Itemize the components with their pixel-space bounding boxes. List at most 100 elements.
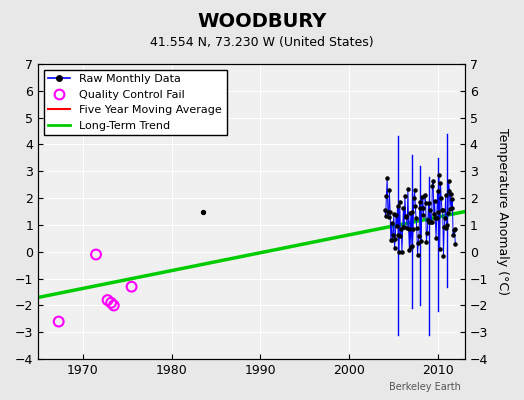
Point: [444, 210, 452, 216]
Point: [427, 219, 435, 225]
Point: [394, 202, 402, 209]
Point: [419, 205, 427, 211]
Point: [415, 233, 423, 239]
Point: [397, 226, 406, 232]
Point: [382, 193, 390, 199]
Point: [388, 237, 397, 243]
Point: [390, 210, 398, 217]
Point: [442, 192, 450, 199]
Point: [445, 188, 454, 194]
Point: [430, 198, 439, 204]
Point: [394, 232, 402, 238]
Point: [406, 210, 414, 216]
Point: [390, 244, 399, 251]
Point: [450, 226, 458, 232]
Point: [429, 178, 437, 184]
Point: [416, 199, 424, 206]
Point: [436, 180, 445, 186]
Point: [387, 237, 395, 243]
Point: [399, 224, 407, 230]
Text: Berkeley Earth: Berkeley Earth: [389, 382, 461, 392]
Point: [422, 238, 431, 245]
Point: [418, 193, 426, 200]
Point: [405, 247, 413, 254]
Point: [381, 207, 389, 214]
Point: [413, 252, 422, 258]
Point: [420, 193, 429, 199]
Point: [410, 187, 419, 193]
Point: [407, 208, 416, 215]
Point: [107, 300, 115, 306]
Point: [449, 232, 457, 238]
Point: [385, 214, 393, 220]
Point: [401, 213, 410, 220]
Point: [392, 222, 401, 229]
Point: [450, 226, 458, 233]
Point: [199, 208, 207, 215]
Point: [110, 302, 118, 309]
Point: [446, 191, 455, 197]
Point: [414, 239, 422, 246]
Point: [439, 252, 447, 259]
Point: [392, 212, 400, 219]
Point: [426, 206, 434, 213]
Point: [385, 187, 394, 193]
Point: [433, 188, 442, 194]
Point: [423, 230, 431, 237]
Point: [381, 212, 390, 219]
Point: [384, 209, 392, 216]
Point: [405, 226, 413, 232]
Point: [395, 248, 403, 255]
Point: [398, 248, 406, 255]
Point: [424, 200, 433, 206]
Point: [400, 224, 408, 230]
Point: [386, 209, 394, 215]
Y-axis label: Temperature Anomaly (°C): Temperature Anomaly (°C): [496, 128, 509, 295]
Point: [428, 183, 436, 189]
Point: [439, 207, 447, 213]
Point: [442, 225, 451, 231]
Point: [421, 200, 430, 207]
Point: [417, 238, 425, 244]
Point: [435, 172, 443, 179]
Point: [432, 235, 440, 242]
Point: [451, 241, 460, 248]
Point: [399, 205, 408, 211]
Point: [431, 214, 440, 221]
Point: [419, 212, 428, 218]
Point: [127, 284, 136, 290]
Point: [410, 195, 418, 202]
Point: [441, 215, 449, 222]
Point: [391, 236, 399, 242]
Point: [403, 225, 411, 232]
Text: WOODBURY: WOODBURY: [198, 12, 326, 31]
Point: [434, 209, 442, 216]
Point: [433, 214, 441, 221]
Text: 41.554 N, 73.230 W (United States): 41.554 N, 73.230 W (United States): [150, 36, 374, 49]
Point: [444, 178, 453, 185]
Point: [92, 251, 100, 258]
Point: [389, 232, 397, 238]
Point: [412, 214, 420, 221]
Point: [412, 225, 421, 231]
Point: [402, 212, 411, 219]
Point: [428, 219, 436, 225]
Point: [396, 233, 405, 239]
Point: [411, 202, 420, 209]
Point: [103, 297, 112, 303]
Point: [435, 246, 444, 252]
Point: [424, 216, 432, 223]
Point: [409, 226, 417, 232]
Point: [401, 193, 409, 200]
Point: [387, 220, 396, 226]
Point: [425, 219, 433, 225]
Point: [446, 205, 454, 212]
Point: [403, 186, 412, 192]
Point: [383, 174, 391, 181]
Point: [447, 205, 456, 212]
Point: [407, 243, 415, 250]
Point: [408, 242, 417, 249]
Point: [396, 199, 404, 206]
Point: [438, 207, 446, 214]
Legend: Raw Monthly Data, Quality Control Fail, Five Year Moving Average, Long-Term Tren: Raw Monthly Data, Quality Control Fail, …: [44, 70, 226, 135]
